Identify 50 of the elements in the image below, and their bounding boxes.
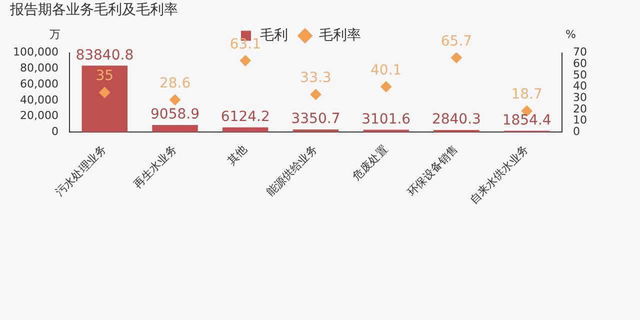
legend-label: 毛利 (260, 27, 288, 44)
data-label: 2840.3 (432, 112, 481, 128)
data-label: 6124.2 (220, 108, 270, 125)
y2-tick-label: 20 (573, 102, 588, 116)
data-label: 33.3 (300, 70, 332, 86)
y-tick-label: 80,000 (20, 62, 58, 75)
legend-label: 毛利率 (319, 27, 361, 44)
data-label: 3350.7 (291, 111, 340, 128)
data-label: 18.7 (511, 86, 542, 103)
y2-tick-label: 40 (573, 80, 588, 93)
data-label: 40.1 (370, 62, 402, 78)
point (310, 88, 322, 100)
point (240, 55, 251, 66)
data-label: 3101.6 (362, 111, 411, 128)
y-tick-label: 100,000 (12, 46, 58, 59)
bar (292, 130, 339, 132)
data-label: 65.7 (440, 33, 472, 50)
y-tick-label: 60,000 (20, 77, 58, 90)
data-label: 9058.9 (150, 106, 200, 123)
bar (152, 125, 198, 132)
y2-tick-label: 0 (573, 125, 580, 138)
data-label: 28.6 (159, 75, 191, 92)
x-tick-label: 危废处置 (350, 142, 390, 184)
data-label: 1854.4 (502, 112, 552, 128)
point (380, 81, 392, 92)
x-tick-label: 自来水供水业务 (467, 142, 531, 206)
point (99, 87, 110, 98)
bar (82, 66, 128, 132)
x-tick-label: 能源供给业务 (264, 142, 320, 199)
y-tick-label: 40,000 (20, 93, 58, 106)
y2-tick-label: 70 (573, 46, 588, 59)
bar (222, 127, 268, 132)
point (170, 94, 181, 106)
y2-tick-label: 10 (573, 114, 588, 127)
y2-axis-title: % (566, 28, 576, 42)
x-tick-label: 污水处理业务 (52, 142, 109, 199)
y-axis-title: 万 (49, 28, 60, 42)
y-tick-label: 20,000 (20, 109, 58, 122)
data-label: 63.1 (230, 36, 261, 52)
data-label: 35 (96, 68, 114, 84)
chart-title: 报告期各业务毛利及毛利率 (9, 2, 178, 18)
data-label: 83840.8 (76, 47, 134, 64)
y2-tick-label: 60 (573, 57, 588, 70)
point (450, 52, 462, 64)
y2-tick-label: 30 (573, 91, 588, 104)
x-tick-label: 再生水业务 (131, 142, 180, 191)
y-tick-label: 0 (51, 125, 58, 138)
y2-tick-label: 50 (573, 68, 588, 82)
x-tick-label: 其他 (224, 142, 250, 168)
x-tick-label: 环保设备销售 (404, 142, 461, 199)
